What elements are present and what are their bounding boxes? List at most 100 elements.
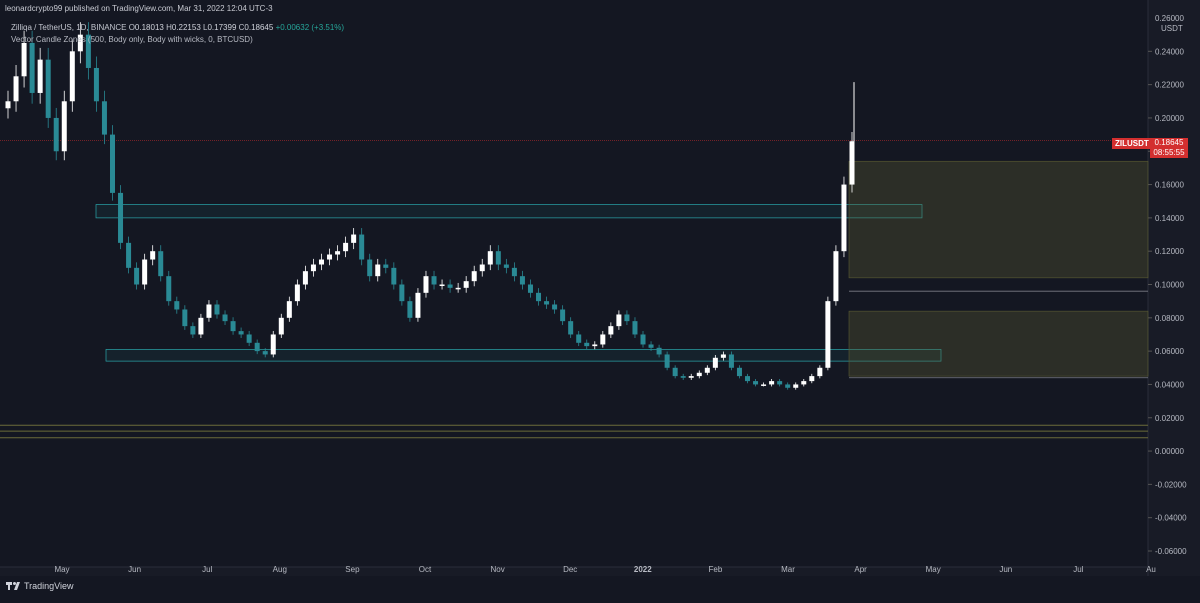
candle-body (785, 384, 791, 388)
low-label: L (203, 23, 208, 32)
candle-body (849, 141, 855, 185)
current-price: 0.18645 (1154, 138, 1184, 147)
candle-body (262, 351, 268, 355)
candle-body (608, 326, 614, 335)
zone-cyan (95, 204, 923, 219)
candle-body (278, 317, 284, 335)
candle-body (21, 42, 27, 77)
candle-body (407, 301, 413, 318)
x-tick-label: Oct (419, 565, 432, 574)
candle-body (318, 259, 324, 265)
candle-body (302, 271, 308, 285)
candle-body (423, 276, 429, 293)
y-tick-label-top: 0.26000 (1155, 14, 1184, 23)
candle-body (672, 367, 678, 377)
candle-body (769, 381, 775, 385)
candle-body (61, 101, 67, 152)
symbol-name[interactable]: Zilliqa / TetherUS, 1D, BINANCE (11, 23, 127, 32)
x-tick-label: May (926, 565, 941, 574)
x-tick-label: Jun (999, 565, 1012, 574)
candle-body (93, 67, 99, 102)
candle-body (833, 251, 839, 302)
candle-body (166, 276, 172, 302)
candle-body (439, 284, 445, 286)
y-tick-label: 0.02000 (1155, 414, 1184, 423)
candle-body (809, 376, 815, 382)
candle-body (487, 251, 493, 265)
candle-body (327, 254, 333, 260)
candle-body (656, 347, 662, 355)
candle-body (544, 301, 550, 305)
candle-body (471, 271, 477, 282)
current-price-tag: 0.18645 08:55:55 (1150, 138, 1188, 158)
candle-body (801, 381, 807, 385)
candle-body (246, 334, 252, 343)
candle-body (335, 251, 341, 255)
y-tick-label: 0.06000 (1155, 347, 1184, 356)
candle-body (230, 321, 236, 332)
y-tick-label: 0.10000 (1155, 281, 1184, 290)
candle-body (536, 292, 542, 302)
candle-body (664, 354, 670, 368)
candle-body (254, 342, 260, 352)
candle-body (222, 314, 228, 322)
zone-cyan (105, 349, 942, 362)
x-tick-label: Au (1146, 565, 1156, 574)
candle-body (270, 334, 276, 355)
candle-body (753, 381, 759, 385)
candle-body (294, 284, 300, 302)
brand[interactable]: TradingView (6, 581, 74, 591)
candle-body (600, 334, 606, 345)
low-value: 0.17399 (207, 23, 237, 32)
candle-body (503, 264, 509, 268)
y-tick-label: 0.08000 (1155, 314, 1184, 323)
high-value: 0.22153 (171, 23, 201, 32)
candle-body (214, 304, 220, 315)
zone-olive (848, 310, 1149, 377)
x-tick-label: Jul (1073, 565, 1083, 574)
candle-body (29, 42, 35, 93)
candle-body (712, 357, 718, 368)
candle-body (134, 267, 140, 285)
y-tick-label: 0.00000 (1155, 447, 1184, 456)
current-symbol-tag: ZILUSDT (1112, 138, 1152, 149)
candle-body (720, 354, 726, 358)
candle-body (359, 234, 365, 260)
candle-body (511, 267, 517, 277)
candle-body (5, 101, 11, 109)
candle-body (616, 314, 622, 327)
x-tick-label: Aug (273, 565, 287, 574)
candle-body (310, 264, 316, 272)
candle-body (391, 267, 397, 285)
candle-body (519, 276, 525, 285)
candle-body (343, 242, 349, 252)
candle-body (13, 76, 19, 102)
candle-body (495, 251, 501, 265)
candle-body (415, 292, 421, 318)
candle-body (109, 134, 115, 193)
indicator-legend[interactable]: Vector Candle Zones (500, Body only, Bod… (11, 35, 253, 44)
candle-body (182, 309, 188, 327)
open-value: 0.18013 (134, 23, 164, 32)
candle-body (85, 34, 91, 68)
candle-body (576, 334, 582, 343)
candle-body (777, 381, 783, 385)
y-tick-label: 0.12000 (1155, 247, 1184, 256)
zone-olive (848, 160, 1149, 279)
candle-body (238, 331, 244, 335)
y-tick-label: 0.22000 (1155, 81, 1184, 90)
y-tick-label: 0.20000 (1155, 114, 1184, 123)
candle-body (190, 326, 196, 335)
candle-body (817, 367, 823, 377)
candle-body (560, 309, 566, 322)
x-tick-label: Dec (563, 565, 577, 574)
published-caption: leonardcrypto99 published on TradingView… (5, 4, 273, 13)
candle-body (688, 376, 694, 378)
y-tick-label: -0.02000 (1155, 480, 1187, 489)
x-tick-label: Jul (202, 565, 212, 574)
candle-body (793, 384, 799, 388)
candle-body (383, 264, 389, 268)
candle-body (101, 101, 107, 135)
